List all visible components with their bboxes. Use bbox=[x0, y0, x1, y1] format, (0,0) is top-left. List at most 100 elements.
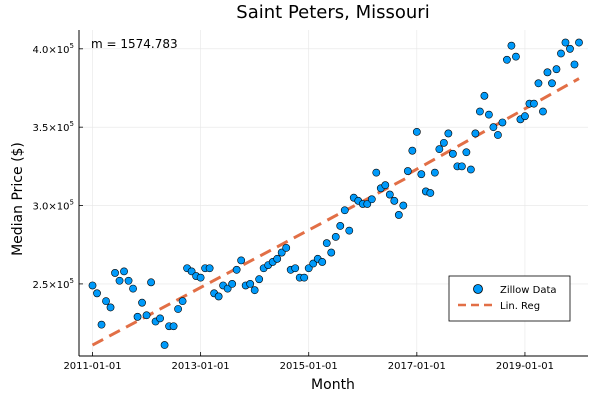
data-point bbox=[561, 38, 570, 47]
data-point bbox=[412, 127, 421, 136]
data-point bbox=[115, 276, 124, 285]
data-point bbox=[250, 286, 259, 295]
data-point bbox=[430, 168, 439, 177]
legend-linreg-label: Lin. Reg bbox=[500, 301, 540, 312]
data-point bbox=[169, 322, 178, 331]
chart-title: Saint Peters, Missouri bbox=[236, 2, 429, 23]
data-point bbox=[552, 65, 561, 74]
data-point bbox=[417, 170, 426, 179]
data-point bbox=[291, 264, 300, 273]
data-point bbox=[372, 168, 381, 177]
data-point bbox=[273, 254, 282, 263]
data-point bbox=[426, 189, 435, 197]
data-point bbox=[367, 195, 376, 204]
data-point bbox=[88, 281, 97, 290]
data-point bbox=[327, 248, 336, 257]
y-axis-label: Median Price ($) bbox=[10, 142, 26, 256]
data-point bbox=[147, 278, 155, 287]
data-point bbox=[214, 292, 223, 301]
data-point bbox=[489, 123, 498, 132]
data-point bbox=[232, 265, 241, 274]
legend-zillow-marker bbox=[473, 284, 483, 294]
data-point bbox=[480, 91, 489, 100]
data-point bbox=[255, 275, 264, 284]
data-point bbox=[390, 196, 399, 205]
data-point bbox=[322, 239, 331, 248]
data-point bbox=[444, 129, 453, 138]
data-point bbox=[309, 259, 318, 268]
data-point bbox=[300, 273, 309, 282]
data-point bbox=[187, 267, 196, 276]
data-point bbox=[534, 79, 543, 88]
data-point bbox=[475, 107, 484, 116]
data-point bbox=[228, 280, 237, 288]
data-point bbox=[174, 305, 182, 313]
data-point bbox=[466, 165, 475, 174]
data-point bbox=[246, 280, 255, 288]
data-point bbox=[331, 232, 340, 241]
data-point bbox=[485, 110, 493, 119]
data-point bbox=[385, 190, 394, 199]
data-point bbox=[318, 258, 327, 266]
x-tick-label: 2019-01-01 bbox=[496, 361, 554, 372]
data-point bbox=[340, 206, 349, 215]
data-point bbox=[124, 276, 133, 285]
data-point bbox=[530, 99, 538, 108]
data-point bbox=[566, 44, 574, 53]
data-point bbox=[304, 264, 313, 273]
data-point bbox=[133, 312, 142, 321]
data-point bbox=[539, 107, 547, 116]
data-point bbox=[345, 226, 354, 235]
data-point bbox=[336, 222, 345, 230]
data-point bbox=[129, 284, 137, 293]
data-point bbox=[102, 297, 110, 306]
x-tick-label: 2017-01-01 bbox=[388, 361, 446, 372]
plot-area bbox=[88, 38, 583, 349]
data-point bbox=[178, 297, 187, 306]
data-point bbox=[448, 149, 457, 158]
legend-zillow-label: Zillow Data bbox=[500, 285, 557, 296]
data-point bbox=[111, 269, 119, 277]
data-point bbox=[557, 49, 565, 58]
x-tick-label: 2015-01-01 bbox=[280, 361, 338, 372]
data-point bbox=[160, 341, 169, 349]
data-point bbox=[498, 118, 507, 127]
legend: Zillow Data Lin. Reg bbox=[448, 275, 571, 322]
y-tick-label: 2.5×105 bbox=[33, 277, 74, 291]
data-point bbox=[403, 167, 412, 175]
legend-box bbox=[448, 275, 571, 322]
y-tick-label: 3.5×105 bbox=[33, 120, 74, 134]
tick-labels: 2011-01-01 2013-01-01 2015-01-01 2017-01-01… bbox=[33, 42, 554, 372]
data-point bbox=[512, 52, 520, 61]
data-point bbox=[575, 38, 583, 47]
axes bbox=[78, 30, 588, 357]
data-point bbox=[97, 320, 106, 329]
data-point bbox=[223, 284, 232, 293]
y-tick-label: 4.0×105 bbox=[33, 42, 74, 56]
data-point bbox=[548, 79, 556, 88]
y-tick-label: 3.0×105 bbox=[33, 199, 74, 213]
data-point bbox=[142, 311, 151, 320]
data-point bbox=[394, 211, 403, 219]
data-point bbox=[363, 200, 372, 208]
data-point bbox=[543, 68, 552, 77]
data-point bbox=[156, 314, 164, 323]
grid bbox=[79, 30, 588, 356]
data-point bbox=[277, 248, 286, 257]
data-point bbox=[507, 41, 516, 50]
data-point bbox=[435, 145, 444, 154]
data-point bbox=[120, 267, 128, 276]
data-point bbox=[408, 146, 417, 155]
data-point bbox=[381, 181, 390, 190]
data-point bbox=[93, 289, 101, 298]
data-point bbox=[399, 201, 408, 210]
data-point bbox=[570, 60, 579, 69]
x-tick-label: 2013-01-01 bbox=[172, 361, 230, 372]
data-point bbox=[196, 273, 205, 282]
data-point bbox=[106, 303, 115, 312]
data-point bbox=[138, 298, 146, 307]
data-point bbox=[457, 162, 466, 171]
slope-annotation: m = 1574.783 bbox=[91, 37, 178, 51]
x-axis-label: Month bbox=[311, 377, 355, 393]
